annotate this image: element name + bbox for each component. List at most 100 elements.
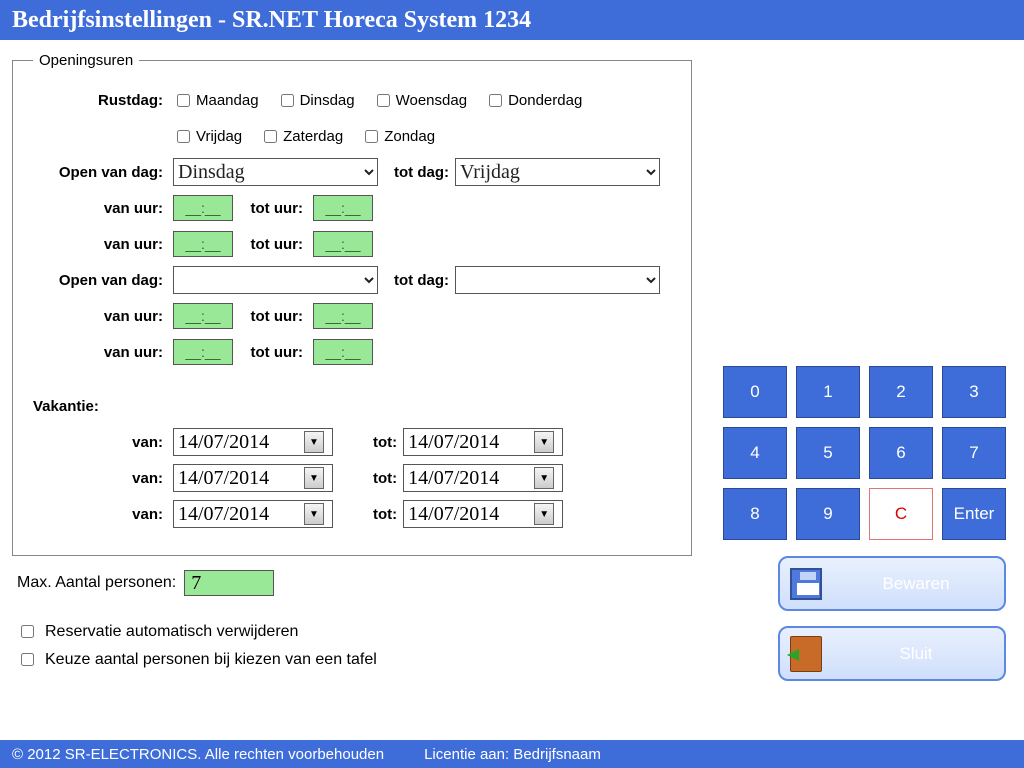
keypad-6[interactable]: 6 (869, 427, 933, 479)
vakantie-tot-date-3[interactable]: ▼ (403, 500, 563, 528)
van-uur-input-1a[interactable] (173, 195, 233, 221)
open-van-dag-select-2[interactable] (173, 266, 378, 294)
footer-bar: © 2012 SR-ELECTRONICS. Alle rechten voor… (0, 740, 1024, 768)
window-title: Bedrijfsinstellingen - SR.NET Horeca Sys… (12, 7, 531, 34)
vakantie-van-input-3[interactable] (174, 503, 304, 526)
vakantie-tot-label-3: tot: (373, 506, 397, 523)
tot-uur-input-1a[interactable] (313, 195, 373, 221)
choose-persons-on-table-checkbox[interactable] (21, 653, 34, 666)
vakantie-van-date-2[interactable]: ▼ (173, 464, 333, 492)
keypad-3[interactable]: 3 (942, 366, 1006, 418)
open-van-dag-select-1[interactable]: Dinsdag (173, 158, 378, 186)
rustdag-woensdag-checkbox[interactable] (377, 94, 390, 107)
rustdag-zondag[interactable]: Zondag (361, 127, 435, 146)
van-uur-label-2b: van uur: (33, 344, 173, 361)
choose-persons-on-table-label: Keuze aantal personen bij kiezen van een… (45, 651, 377, 669)
vakantie-van-label-3: van: (33, 506, 173, 523)
close-button-label: Sluit (838, 644, 994, 664)
close-button[interactable]: Sluit (778, 626, 1006, 681)
dropdown-icon[interactable]: ▼ (304, 503, 324, 525)
rustdag-woensdag[interactable]: Woensdag (373, 91, 467, 110)
keypad-clear[interactable]: C (869, 488, 933, 540)
dropdown-icon[interactable]: ▼ (534, 431, 554, 453)
exit-door-icon (790, 636, 822, 672)
title-bar: Bedrijfsinstellingen - SR.NET Horeca Sys… (0, 0, 1024, 40)
tot-uur-label-2a: tot uur: (233, 308, 313, 325)
footer-copyright: © 2012 SR-ELECTRONICS. Alle rechten voor… (12, 746, 384, 763)
rustdag-maandag-checkbox[interactable] (177, 94, 190, 107)
van-uur-input-2b[interactable] (173, 339, 233, 365)
max-persons-row: Max. Aantal personen: (17, 570, 274, 596)
vakantie-tot-input-2[interactable] (404, 467, 534, 490)
vakantie-tot-date-1[interactable]: ▼ (403, 428, 563, 456)
dropdown-icon[interactable]: ▼ (534, 503, 554, 525)
rustdag-zondag-checkbox[interactable] (365, 130, 378, 143)
rustdag-maandag[interactable]: Maandag (173, 91, 259, 110)
numeric-keypad: 0 1 2 3 4 5 6 7 8 9 C Enter (723, 366, 1006, 540)
vakantie-label: Vakantie: (33, 398, 173, 415)
rustdag-vrijdag[interactable]: Vrijdag (173, 127, 242, 146)
tot-uur-input-2b[interactable] (313, 339, 373, 365)
vakantie-tot-input-3[interactable] (404, 503, 534, 526)
tot-dag-label-2: tot dag: (394, 272, 449, 289)
vakantie-tot-date-2[interactable]: ▼ (403, 464, 563, 492)
vakantie-van-date-3[interactable]: ▼ (173, 500, 333, 528)
keypad-5[interactable]: 5 (796, 427, 860, 479)
tot-dag-select-1[interactable]: Vrijdag (455, 158, 660, 186)
keypad-8[interactable]: 8 (723, 488, 787, 540)
van-uur-input-2a[interactable] (173, 303, 233, 329)
dropdown-icon[interactable]: ▼ (304, 431, 324, 453)
keypad-4[interactable]: 4 (723, 427, 787, 479)
open-van-dag-label-1: Open van dag: (33, 164, 173, 181)
rustdag-vrijdag-checkbox[interactable] (177, 130, 190, 143)
auto-remove-reservation-checkbox[interactable] (21, 625, 34, 638)
van-uur-label-1a: van uur: (33, 200, 173, 217)
dropdown-icon[interactable]: ▼ (304, 467, 324, 489)
vakantie-van-input-2[interactable] (174, 467, 304, 490)
van-uur-label-2a: van uur: (33, 308, 173, 325)
vakantie-tot-label-1: tot: (373, 434, 397, 451)
tot-dag-label-1: tot dag: (394, 164, 449, 181)
van-uur-label-1b: van uur: (33, 236, 173, 253)
vakantie-van-date-1[interactable]: ▼ (173, 428, 333, 456)
rustdag-zaterdag[interactable]: Zaterdag (260, 127, 343, 146)
keypad-7[interactable]: 7 (942, 427, 1006, 479)
rustdag-dinsdag[interactable]: Dinsdag (277, 91, 355, 110)
save-button[interactable]: Bewaren (778, 556, 1006, 611)
rustdag-donderdag-checkbox[interactable] (489, 94, 502, 107)
rustdag-dinsdag-checkbox[interactable] (281, 94, 294, 107)
save-button-label: Bewaren (838, 574, 994, 594)
floppy-icon (790, 568, 822, 600)
tot-uur-input-1b[interactable] (313, 231, 373, 257)
keypad-9[interactable]: 9 (796, 488, 860, 540)
keypad-0[interactable]: 0 (723, 366, 787, 418)
choose-persons-on-table[interactable]: Keuze aantal personen bij kiezen van een… (17, 650, 377, 669)
tot-dag-select-2[interactable] (455, 266, 660, 294)
dropdown-icon[interactable]: ▼ (534, 467, 554, 489)
max-persons-label: Max. Aantal personen: (17, 574, 176, 592)
openingsuren-group: Openingsuren Rustdag: Maandag Dinsdag Wo… (12, 52, 692, 556)
rustdag-label: Rustdag: (33, 92, 173, 109)
content-area: Openingsuren Rustdag: Maandag Dinsdag Wo… (0, 40, 1024, 740)
auto-remove-reservation-label: Reservatie automatisch verwijderen (45, 623, 298, 641)
van-uur-input-1b[interactable] (173, 231, 233, 257)
vakantie-van-label-2: van: (33, 470, 173, 487)
vakantie-van-input-1[interactable] (174, 431, 304, 454)
vakantie-van-label-1: van: (33, 434, 173, 451)
keypad-enter[interactable]: Enter (942, 488, 1006, 540)
open-van-dag-label-2: Open van dag: (33, 272, 173, 289)
openingsuren-legend: Openingsuren (33, 52, 139, 69)
auto-remove-reservation[interactable]: Reservatie automatisch verwijderen (17, 622, 298, 641)
vakantie-tot-label-2: tot: (373, 470, 397, 487)
vakantie-tot-input-1[interactable] (404, 431, 534, 454)
rustdag-zaterdag-checkbox[interactable] (264, 130, 277, 143)
tot-uur-label-1a: tot uur: (233, 200, 313, 217)
footer-license: Licentie aan: Bedrijfsnaam (424, 746, 601, 763)
keypad-2[interactable]: 2 (869, 366, 933, 418)
rustdag-donderdag[interactable]: Donderdag (485, 91, 582, 110)
tot-uur-label-1b: tot uur: (233, 236, 313, 253)
keypad-1[interactable]: 1 (796, 366, 860, 418)
tot-uur-label-2b: tot uur: (233, 344, 313, 361)
max-persons-input[interactable] (184, 570, 274, 596)
tot-uur-input-2a[interactable] (313, 303, 373, 329)
